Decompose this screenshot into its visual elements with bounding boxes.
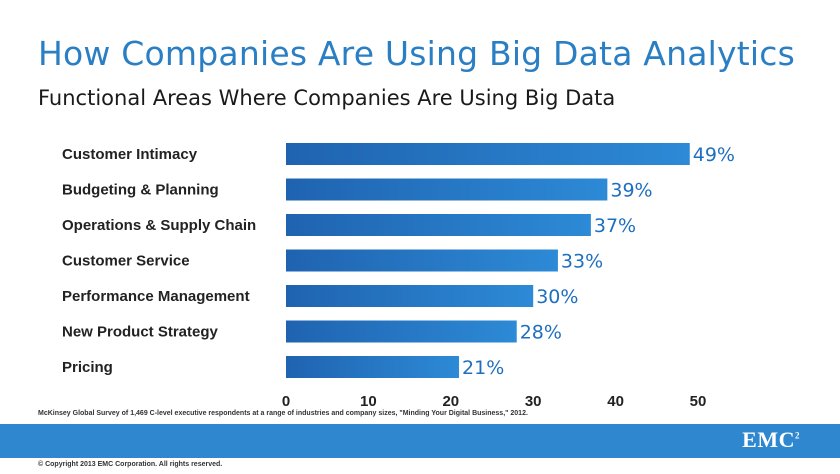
x-tick-label: 30 bbox=[525, 393, 542, 410]
emc-logo: EMC2 bbox=[742, 427, 800, 453]
x-tick-label: 40 bbox=[607, 393, 624, 410]
data-label: 21% bbox=[462, 357, 504, 379]
chart-subtitle: Functional Areas Where Companies Are Usi… bbox=[38, 86, 616, 110]
category-label: New Product Strategy bbox=[62, 324, 219, 341]
bar bbox=[286, 356, 460, 378]
category-label: Operations & Supply Chain bbox=[62, 217, 256, 234]
data-label: 39% bbox=[610, 180, 652, 202]
bar bbox=[286, 285, 534, 307]
x-tick-label: 10 bbox=[360, 393, 377, 410]
x-tick-label: 50 bbox=[690, 393, 707, 410]
bar bbox=[286, 143, 690, 165]
bar bbox=[286, 178, 608, 201]
copyright-notice: © Copyright 2013 EMC Corporation. All ri… bbox=[38, 461, 223, 468]
data-label: 30% bbox=[536, 286, 578, 308]
page-title: How Companies Are Using Big Data Analyti… bbox=[38, 34, 795, 73]
source-note: McKinsey Global Survey of 1,469 C-level … bbox=[38, 410, 528, 417]
emc-logo-superscript: 2 bbox=[795, 430, 800, 441]
category-label: Budgeting & Planning bbox=[62, 182, 219, 199]
data-label: 49% bbox=[693, 144, 735, 166]
footer-band: EMC2 bbox=[0, 424, 840, 458]
x-tick-label: 20 bbox=[442, 393, 459, 410]
category-label: Customer Service bbox=[62, 253, 190, 270]
x-tick-label: 0 bbox=[282, 393, 290, 410]
data-label: 28% bbox=[520, 322, 562, 344]
category-label: Pricing bbox=[62, 359, 113, 376]
bar bbox=[286, 320, 517, 343]
data-label: 37% bbox=[594, 215, 636, 237]
emc-logo-text: EMC bbox=[742, 427, 795, 452]
category-label: Customer Intimacy bbox=[62, 146, 198, 163]
category-label: Performance Management bbox=[62, 288, 250, 305]
bar bbox=[286, 249, 558, 272]
bar bbox=[286, 214, 591, 236]
data-label: 33% bbox=[561, 251, 603, 273]
